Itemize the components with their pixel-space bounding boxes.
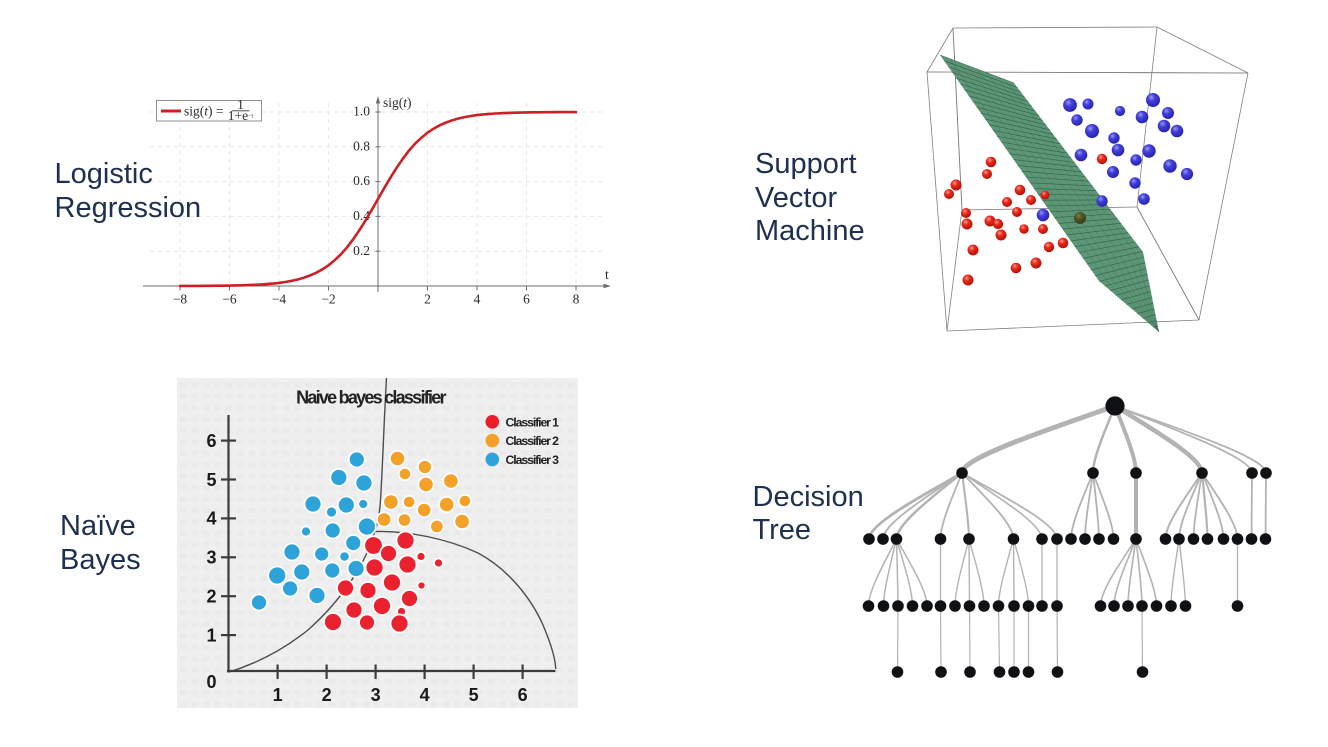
- svg-text:Classifier 1: Classifier 1: [506, 415, 560, 429]
- svg-text:1: 1: [206, 625, 216, 645]
- svg-text:−8: −8: [173, 292, 188, 307]
- svg-text:6: 6: [518, 685, 528, 705]
- svg-text:5: 5: [206, 470, 216, 490]
- svg-text:2: 2: [322, 685, 332, 705]
- svg-text:4: 4: [206, 509, 216, 529]
- svg-text:8: 8: [573, 292, 580, 307]
- svg-text:−2: −2: [321, 292, 335, 307]
- svg-text:Classifier 3: Classifier 3: [506, 453, 560, 467]
- svg-text:6: 6: [206, 431, 216, 451]
- svg-text:Classifier 2: Classifier 2: [506, 434, 560, 448]
- svg-text:1: 1: [237, 97, 244, 112]
- svg-text:2: 2: [206, 587, 216, 607]
- svg-text:sig(t) =: sig(t) =: [184, 104, 224, 119]
- svg-text:0.2: 0.2: [353, 243, 370, 258]
- svg-text:3: 3: [206, 548, 216, 568]
- svg-text:Naive bayes classifier: Naive bayes classifier: [296, 388, 446, 408]
- svg-text:5: 5: [469, 685, 479, 705]
- svg-text:−6: −6: [222, 292, 237, 307]
- svg-text:3: 3: [371, 685, 381, 705]
- svg-text:1.0: 1.0: [353, 104, 370, 119]
- svg-text:0.6: 0.6: [353, 173, 370, 188]
- svg-text:−4: −4: [272, 292, 287, 307]
- svg-text:4: 4: [420, 685, 430, 705]
- svg-text:0.8: 0.8: [353, 138, 370, 153]
- svg-text:sig(t): sig(t): [383, 95, 412, 110]
- svg-text:2: 2: [424, 292, 431, 307]
- svg-text:6: 6: [523, 292, 530, 307]
- svg-text:1: 1: [273, 685, 283, 705]
- svg-text:4: 4: [474, 292, 481, 307]
- svg-text:t: t: [605, 267, 609, 282]
- svg-text:1+e−t: 1+e−t: [228, 108, 254, 123]
- svg-text:0: 0: [206, 672, 216, 692]
